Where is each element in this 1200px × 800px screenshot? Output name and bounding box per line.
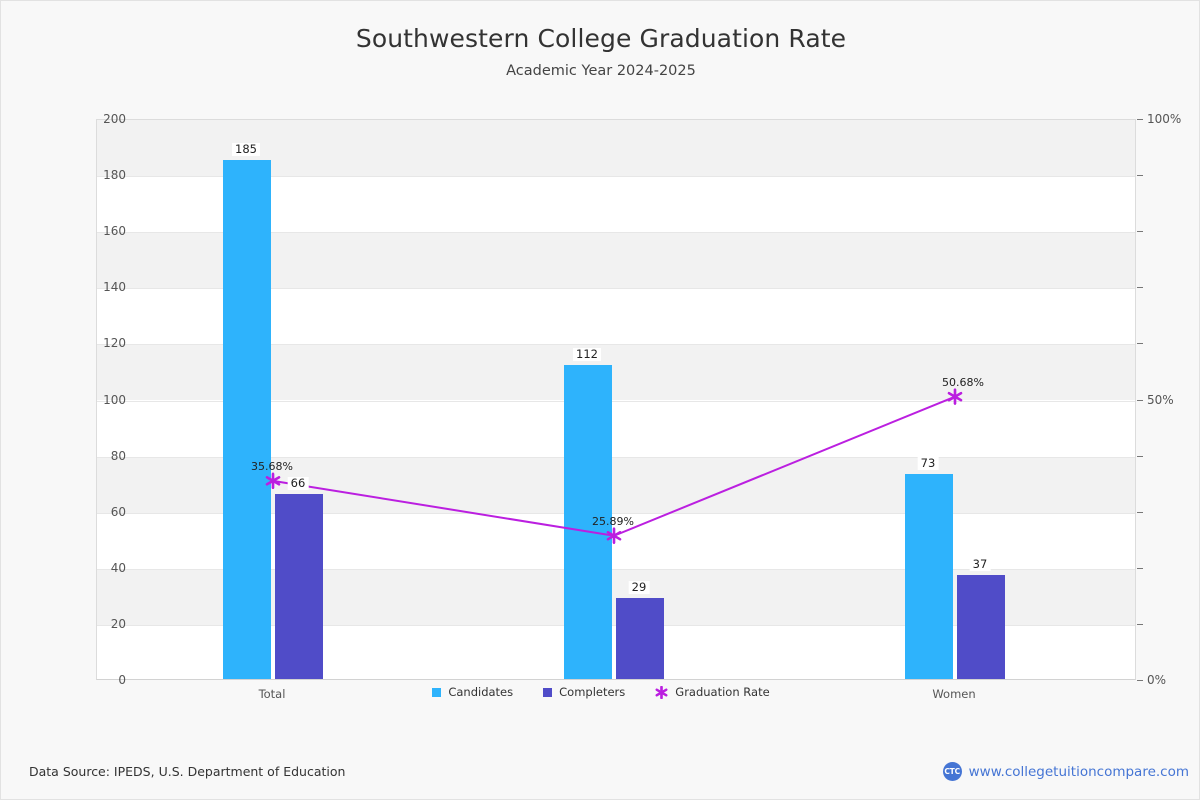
- y-axis-tick-label: 200: [103, 112, 126, 126]
- bar-completers-women[interactable]: [957, 575, 1005, 679]
- bar-candidates-total[interactable]: [223, 160, 271, 679]
- brand-url-text: www.collegetuitioncompare.com: [968, 763, 1189, 780]
- y2-axis-tick-label: 50%: [1147, 392, 1174, 407]
- bar-completers-men[interactable]: [616, 597, 664, 679]
- y2-axis-tick-mark: [1137, 623, 1143, 625]
- y2-axis-tick-mark: [1137, 567, 1143, 569]
- y-axis-tick-label: 120: [103, 336, 126, 351]
- rate-marker-asterisk-icon[interactable]: [655, 685, 668, 699]
- y-axis-tick-label: 140: [103, 280, 126, 295]
- y-axis-tick-label: 0: [118, 673, 126, 687]
- legend-label: Graduation Rate: [675, 685, 770, 699]
- y2-axis-tick-mark: [1137, 175, 1143, 177]
- legend-item-graduation-rate[interactable]: Graduation Rate: [653, 684, 772, 700]
- y-axis-tick-label: 180: [103, 168, 126, 183]
- legend-swatch-icon: [543, 687, 553, 697]
- gridline: [97, 288, 1135, 290]
- bar-value-label: 66: [287, 476, 309, 490]
- y2-axis-tick-label: 100%: [1147, 112, 1182, 126]
- chart-title: Southwestern College Graduation Rate: [355, 24, 847, 53]
- bar-value-label: 37: [969, 558, 991, 572]
- y2-axis-tick-mark: [1137, 511, 1143, 513]
- ctc-logo-icon: CTC: [942, 762, 962, 781]
- legend-swatch-icon: [432, 687, 442, 697]
- legend-label: Completers: [559, 685, 626, 699]
- rate-value-label: 25.89%: [592, 514, 634, 528]
- y-axis-tick-label: 100: [103, 392, 126, 407]
- y2-axis-tick-label: 0%: [1147, 673, 1167, 687]
- y-axis-tick-label: 60: [110, 504, 126, 519]
- y2-axis-tick-mark: [1137, 287, 1143, 289]
- y2-axis-tick-mark: [1137, 119, 1143, 120]
- gridline: [97, 568, 1135, 570]
- gridline: [97, 232, 1135, 234]
- legend-item-candidates[interactable]: Candidates: [430, 684, 516, 700]
- gridline: [97, 344, 1135, 346]
- y-axis-tick-label: 80: [110, 448, 126, 463]
- legend-asterisk-icon: [655, 685, 668, 699]
- bar-candidates-women[interactable]: [905, 474, 953, 679]
- rate-value-label: 50.68%: [942, 375, 984, 389]
- y2-axis-tick-mark: [1137, 455, 1143, 457]
- brand-link[interactable]: CTC www.collegetuitioncompare.com: [942, 762, 1189, 781]
- gridline: [97, 176, 1135, 178]
- y2-axis-tick-mark: [1137, 343, 1143, 345]
- y-axis-tick-label: 160: [103, 224, 126, 239]
- y-axis-tick-label: 40: [110, 560, 126, 575]
- chart-subtitle: Academic Year 2024-2025: [506, 63, 696, 79]
- bar-value-label: 29: [628, 580, 650, 594]
- legend-label: Candidates: [448, 685, 514, 699]
- bar-value-label: 112: [573, 347, 601, 361]
- y2-axis-tick-mark: [1137, 231, 1143, 233]
- rate-value-label: 35.68%: [251, 459, 293, 473]
- data-source-note: Data Source: IPEDS, U.S. Department of E…: [29, 764, 346, 779]
- chart-legend[interactable]: Candidates Completers Graduation Rate: [1, 684, 1199, 700]
- x-axis-label-women: Women: [932, 687, 976, 701]
- y-axis-tick-label: 20: [110, 616, 126, 631]
- x-axis-label-total: Total: [258, 687, 286, 701]
- y2-axis-tick-mark: [1137, 680, 1143, 681]
- plot-area: [96, 119, 1136, 680]
- bar-completers-total[interactable]: [275, 493, 323, 679]
- legend-item-completers[interactable]: Completers: [541, 684, 628, 700]
- bar-value-label: 185: [232, 143, 260, 157]
- bar-value-label: 73: [917, 457, 939, 471]
- y2-axis-tick-mark: [1137, 399, 1143, 401]
